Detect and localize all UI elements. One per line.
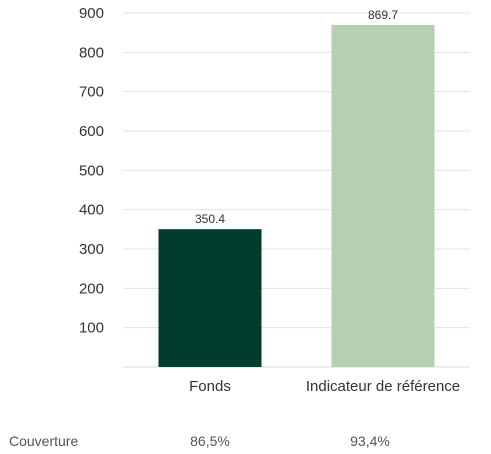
y-axis-ticks: 100 200 300 400 500 600 700 800 900: [79, 5, 104, 337]
bar-fonds: [158, 229, 262, 367]
data-label: 869.7: [368, 8, 398, 22]
y-tick-label: 300: [79, 241, 104, 258]
y-tick-label: 800: [79, 44, 104, 61]
y-tick-label: 600: [79, 123, 104, 140]
category-labels: Fonds Indicateur de référence: [189, 378, 460, 395]
y-tick-label: 100: [79, 320, 104, 337]
bars: [158, 24, 435, 367]
x-category-label: Indicateur de référence: [306, 378, 460, 395]
coverage-row: Couverture 86,5% 93,4%: [9, 433, 390, 449]
coverage-value-indicateur: 93,4%: [350, 433, 390, 449]
data-labels: 350.4 869.7: [195, 8, 398, 226]
x-category-label: Fonds: [189, 378, 231, 395]
data-label: 350.4: [195, 212, 225, 226]
bar-indicateur: [331, 24, 435, 367]
y-tick-label: 500: [79, 162, 104, 179]
y-tick-label: 700: [79, 84, 104, 101]
coverage-label: Couverture: [9, 433, 78, 449]
coverage-value-fonds: 86,5%: [190, 433, 230, 449]
y-tick-label: 400: [79, 202, 104, 219]
y-tick-label: 900: [79, 5, 104, 22]
y-tick-label: 200: [79, 280, 104, 297]
